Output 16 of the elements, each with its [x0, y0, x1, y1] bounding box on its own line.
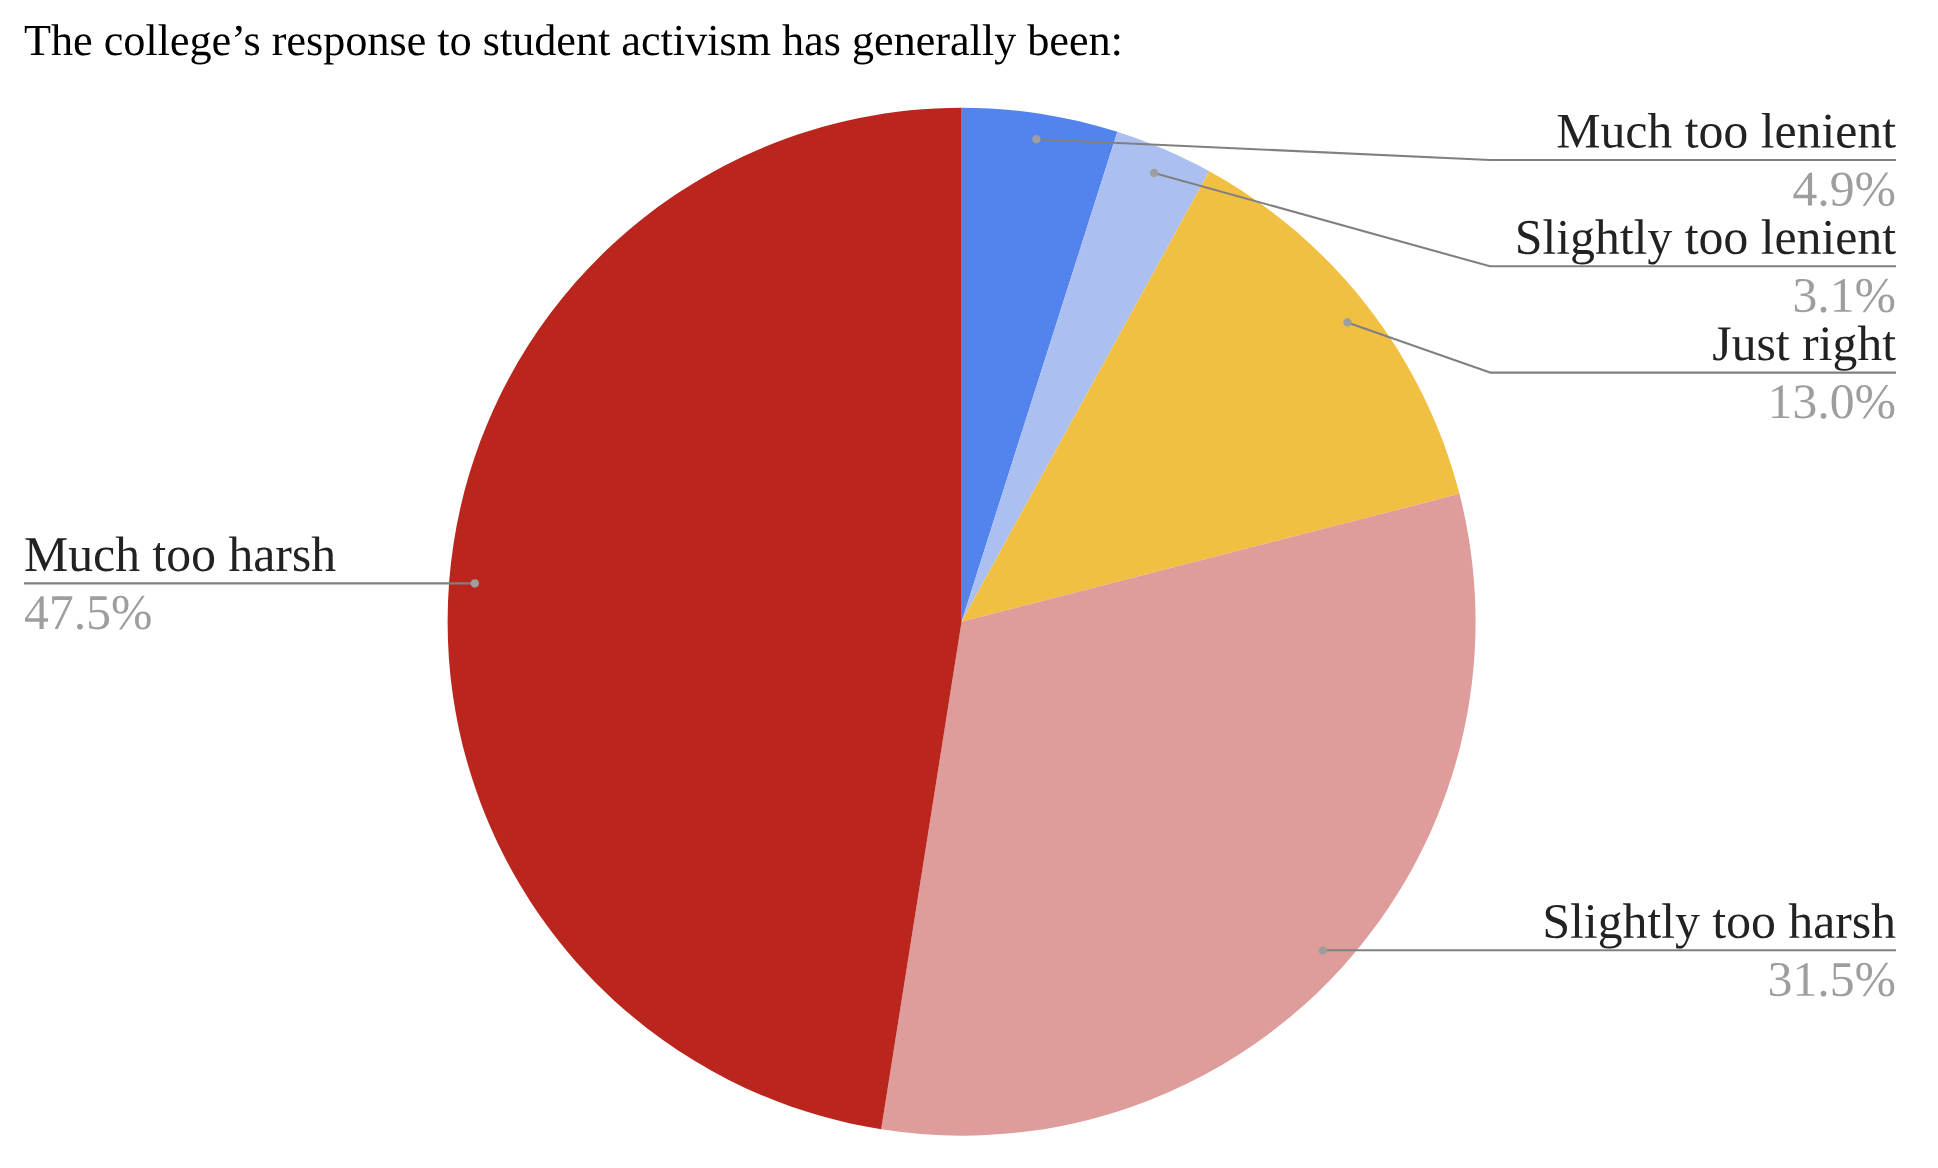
pie-slice [961, 131, 1210, 622]
pie-slice [961, 107, 1118, 622]
slice-label: Slightly too lenient [1518, 219, 1896, 265]
data-label: 47.5% [24, 595, 151, 630]
pie-slice [961, 171, 1460, 622]
pie-slice [881, 493, 1476, 1136]
data-label: 3.1% [1794, 278, 1895, 313]
slice-label: Much too lenient [1557, 113, 1896, 148]
slice-label: Just right [1713, 325, 1896, 371]
data-label: 13.0% [1771, 385, 1895, 419]
slice-label: Slightly too harsh [1545, 903, 1896, 949]
pie-slice [447, 107, 962, 1130]
chart-title: The college’s response to student activism has generally been: [24, 24, 1120, 65]
slice-label: Much too harsh [25, 536, 336, 572]
data-label: 4.9% [1793, 172, 1895, 207]
data-label: 31.5% [1769, 962, 1895, 997]
